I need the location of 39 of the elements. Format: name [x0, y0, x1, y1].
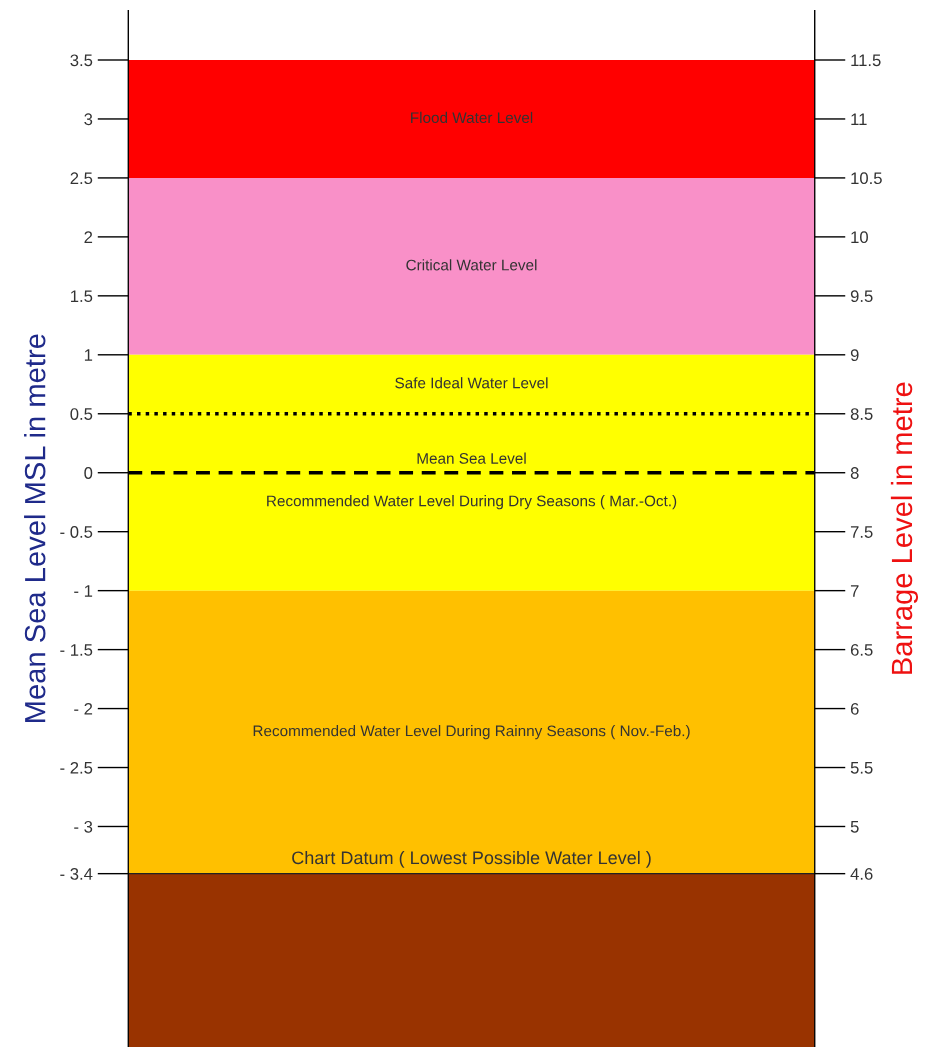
band-label: Critical Water Level [406, 259, 537, 271]
y2-tick-label: 10 [851, 231, 868, 244]
y-tick-label: 3.5 [70, 54, 93, 67]
y-tick-label: - 2.5 [60, 761, 93, 774]
y-tick-label: 2.5 [70, 172, 93, 185]
band-label: Recommended Water Level During Rainny Seasons ( Nov.-Feb.) [253, 725, 690, 740]
y2-tick-label: 11.5 [851, 54, 881, 67]
y-tick-label: 0 [84, 467, 93, 479]
y-tick-label: - 0.5 [60, 526, 93, 538]
y2-tick-label: 9 [850, 349, 859, 361]
y-tick-label: 1 [84, 349, 93, 361]
y-tick-label: 3 [84, 113, 93, 126]
ref-line-label: Chart Datum ( Lowest Possible Water Level ) [292, 850, 651, 868]
y-tick-label: - 1.5 [60, 644, 93, 656]
band-label: Flood Water Level [411, 111, 533, 124]
ref-line-label: Mean Sea Level [417, 452, 526, 464]
y2-tick-label: 7.5 [850, 526, 873, 538]
y2-tick-label: 8 [850, 467, 859, 479]
y2-tick-label: 9.5 [850, 290, 873, 303]
y2-tick-label: 11 [851, 113, 867, 125]
y2-tick-label: 7 [850, 585, 859, 597]
y-axis-title: Mean Sea Level MSL in metre [24, 334, 46, 722]
band-label: Recommended Water Level During Dry Seasons ( Mar.-Oct.) [267, 495, 677, 510]
y-tick-label: 0.5 [70, 408, 93, 420]
y2-tick-label: 8.5 [850, 408, 873, 420]
band-label: Safe Ideal Water Level [395, 377, 548, 389]
y2-tick-label: 5.5 [850, 762, 873, 774]
y-tick-label: - 3.4 [60, 868, 93, 880]
y2-axis-title: Barrage Level in metre [890, 382, 919, 674]
y-tick-label: 1.5 [71, 290, 93, 303]
y-tick-label: - 3 [74, 820, 93, 833]
y-tick-label: - 1 [74, 585, 93, 597]
y-tick-label: 2 [84, 231, 93, 243]
y2-tick-label: 4.6 [850, 868, 873, 880]
y-tick-label: - 2 [74, 702, 93, 715]
y2-tick-label: 6 [850, 702, 859, 715]
y2-tick-label: 6.5 [850, 644, 873, 656]
y2-tick-label: 5 [850, 821, 859, 833]
y2-tick-label: 10.5 [851, 172, 882, 185]
